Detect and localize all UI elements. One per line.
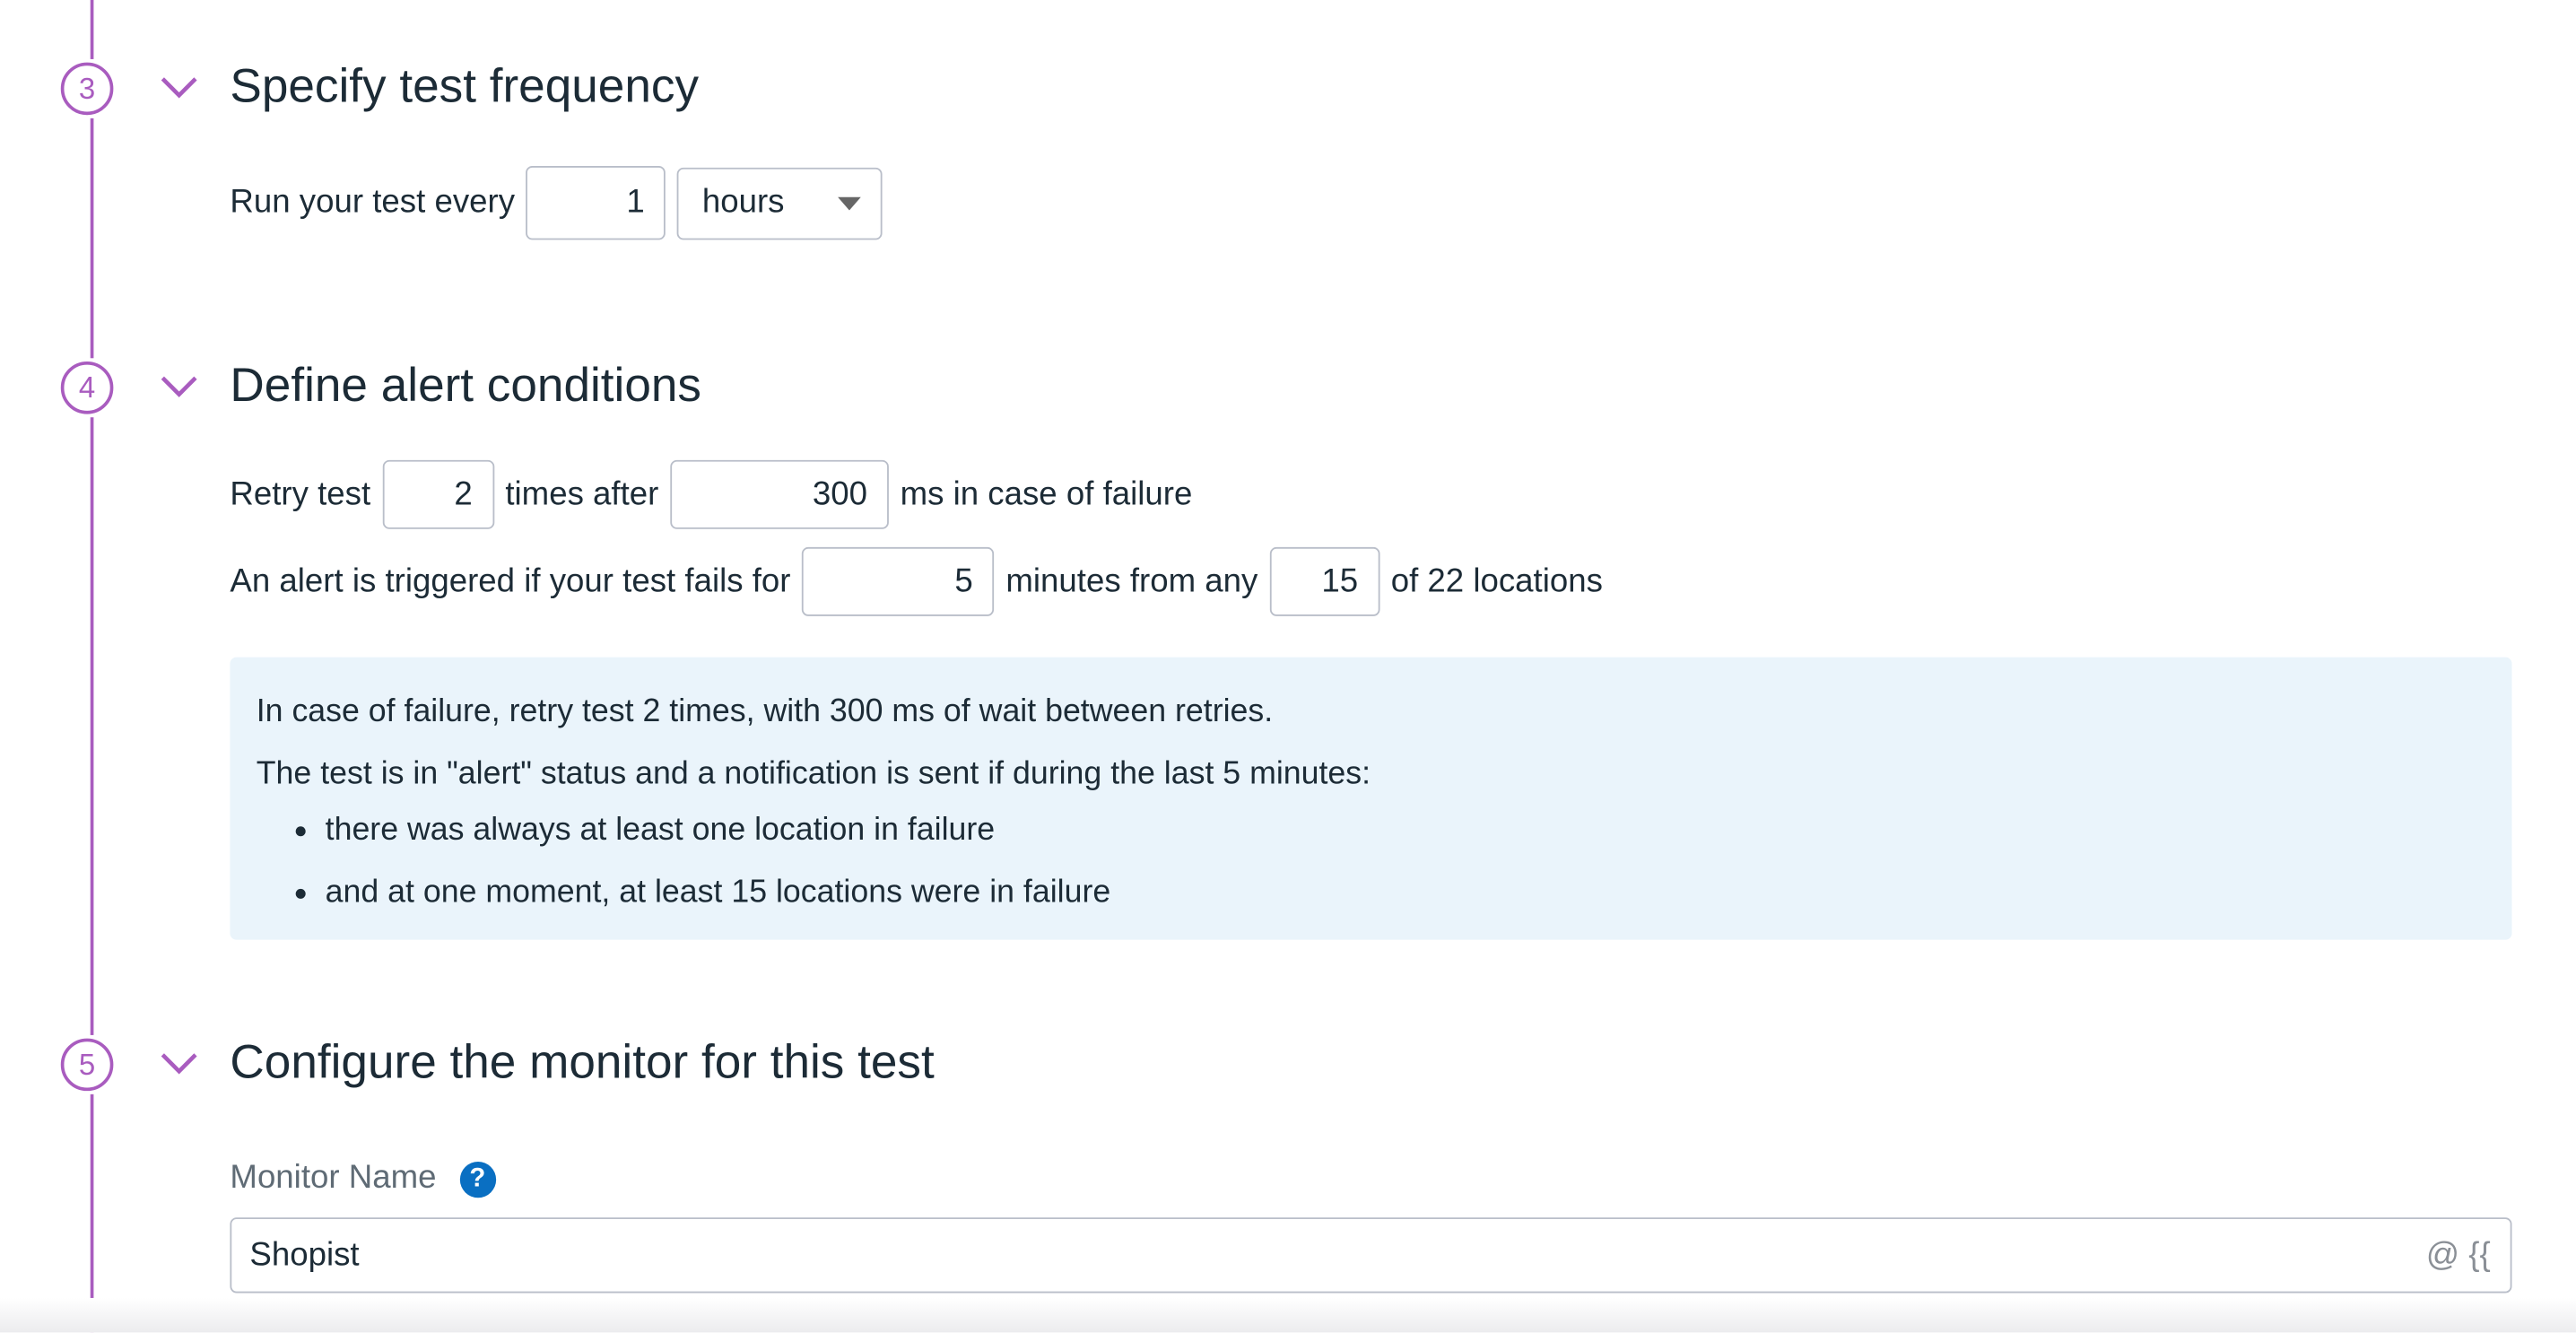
- alert-summary-box: In case of failure, retry test 2 times, …: [230, 657, 2512, 940]
- retry-delay-input[interactable]: 300: [670, 459, 889, 529]
- locations-input[interactable]: 15: [1269, 546, 1379, 616]
- caret-down-icon: [838, 196, 862, 210]
- retry-row: Retry test 2 times after 300 ms in case …: [230, 459, 1193, 529]
- monitor-name-value: Shopist: [249, 1236, 360, 1273]
- summary-bullet: and at one moment, at least 15 locations…: [326, 871, 2486, 914]
- summary-bullet: there was always at least one location i…: [326, 808, 2486, 851]
- frequency-unit-select[interactable]: hours: [677, 166, 883, 240]
- ms-label: ms in case of failure: [900, 475, 1193, 512]
- minutes-input[interactable]: 5: [802, 546, 995, 616]
- times-after-label: times after: [505, 475, 659, 512]
- trigger-label: An alert is triggered if your test fails…: [230, 562, 791, 599]
- chevron-down-icon[interactable]: [160, 375, 199, 398]
- frequency-value-input[interactable]: 1: [526, 165, 666, 240]
- step-number: 4: [60, 361, 114, 414]
- monitor-name-label-row: Monitor Name ?: [230, 1160, 496, 1198]
- timeline-line: [90, 118, 94, 359]
- frequency-row: Run your test every 1 hours: [230, 165, 883, 240]
- step-number: 5: [60, 1038, 114, 1092]
- frequency-label: Run your test every: [230, 184, 516, 221]
- summary-line: The test is in "alert" status and a noti…: [256, 755, 1371, 792]
- timeline-line: [90, 0, 94, 59]
- section-title: Configure the monitor for this test: [230, 1036, 935, 1090]
- question-circle-icon[interactable]: ?: [459, 1161, 496, 1198]
- summary-list: there was always at least one location i…: [257, 808, 2485, 913]
- step-number: 3: [60, 62, 114, 116]
- retry-count-input[interactable]: 2: [381, 459, 494, 529]
- monitor-name-input[interactable]: Shopist @ {{: [230, 1217, 2512, 1294]
- section-title: Define alert conditions: [230, 360, 702, 413]
- minutes-label: minutes from any: [1005, 562, 1258, 599]
- frequency-unit-value: hours: [701, 184, 785, 221]
- of-locations-label: of 22 locations: [1390, 562, 1603, 599]
- retry-label: Retry test: [230, 475, 371, 512]
- trigger-row: An alert is triggered if your test fails…: [230, 546, 1603, 616]
- chevron-down-icon[interactable]: [160, 75, 199, 99]
- chevron-down-icon[interactable]: [160, 1051, 199, 1075]
- timeline-line: [90, 417, 94, 1035]
- monitor-name-label: Monitor Name: [230, 1160, 437, 1197]
- timeline-line: [90, 1093, 94, 1333]
- summary-line: In case of failure, retry test 2 times, …: [256, 693, 1274, 730]
- section-title: Specify test frequency: [230, 60, 700, 114]
- bottom-shadow: [0, 1297, 2576, 1333]
- variable-suggest-button[interactable]: @ {{: [2425, 1236, 2491, 1273]
